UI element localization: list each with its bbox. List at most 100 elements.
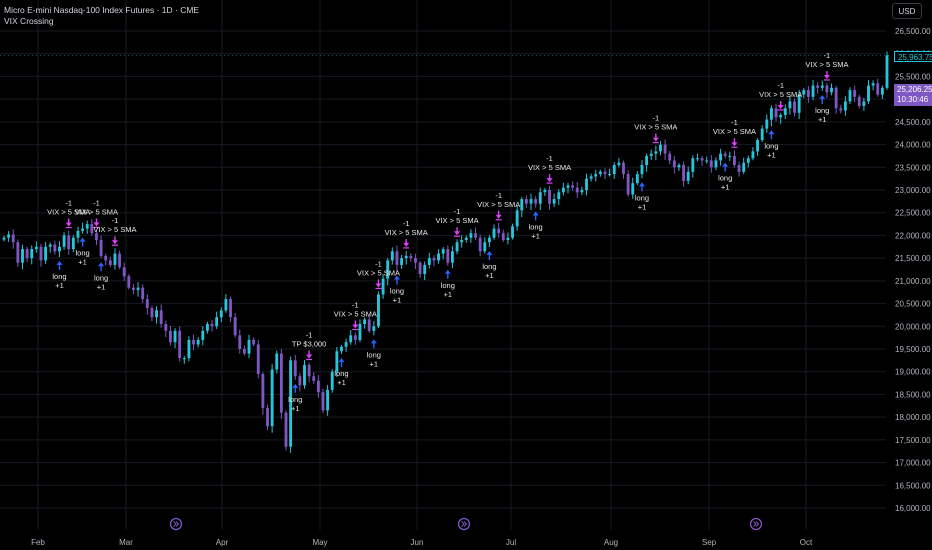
candle-body [691,158,695,172]
candle-body [548,190,551,204]
candle [608,168,612,177]
currency-button[interactable]: USD [892,3,922,19]
exit-label: VIX > 5 SMA [93,225,136,234]
candle-body [474,233,477,238]
exit-label: VIX > 5 SMA [357,268,400,277]
candle [843,96,847,116]
indicator-name[interactable]: VIX Crossing [4,16,54,26]
event-marker-icon[interactable] [457,517,471,531]
exit-signal: VIX > 5 SMA-1 [805,51,848,81]
candle [145,294,149,315]
candle-body [733,155,736,166]
candle [649,149,653,161]
candle-body [330,371,334,390]
candle [141,284,145,304]
entry-label: long [52,272,66,281]
candle [557,189,561,205]
candle [682,161,686,187]
price-tick-label: 21,500.00 [895,254,931,263]
candle [515,206,519,231]
price-tick-label: 16,000.00 [895,504,931,513]
candle-body [108,260,112,265]
candle-body [571,185,575,188]
exit-signal: VIX > 5 SMA-1 [713,118,756,148]
candle-body [751,151,755,159]
candle [719,148,723,166]
candle [34,241,38,253]
candle-body [769,108,773,120]
candle-body [617,162,621,166]
candle-body [566,185,570,188]
exit-signal: VIX > 5 SMA-1 [435,207,479,237]
entry-signal: long+1 [75,237,90,267]
event-marker-icon[interactable] [749,517,763,531]
candle [737,161,741,177]
exit-label: VIX > 5 SMA [435,216,478,225]
candle [769,105,773,127]
time-tick-label: Aug [604,538,618,547]
event-marker-icon[interactable] [169,517,183,531]
candle [659,141,662,156]
candle [284,410,288,451]
price-tick-label: 23,000.00 [895,186,931,195]
chart-title: Micro E-mini Nasdaq-100 Index Futures · … [4,5,200,15]
candle-body [862,101,866,106]
price-tick-label: 16,500.00 [895,481,931,490]
candle-body [469,233,473,238]
candle-body [53,244,57,252]
candle-body [409,255,413,259]
candle-body [298,376,302,386]
candle-body [788,101,792,109]
exit-arrow-icon [495,214,502,219]
candle-body [524,199,528,204]
price-tick-label: 18,000.00 [895,413,931,422]
candle [492,224,496,240]
candle [395,245,399,272]
candle [635,170,639,186]
candle-body [141,287,145,300]
candle [441,247,445,260]
candle-body [538,192,542,204]
candle [155,306,158,324]
candle-body [205,324,209,331]
event-marker-ring [169,517,183,531]
candle-body [876,83,880,95]
candle-body [196,339,200,345]
current-price-value: 25,206.25 [897,85,932,94]
candle-body [774,108,778,118]
candle [538,187,542,210]
candle [330,369,334,393]
candle [58,241,61,258]
exit-label: VIX > 5 SMA [75,207,118,216]
price-tick-label: 21,000.00 [895,277,931,286]
candle-body [446,249,450,263]
candle [534,196,538,208]
candles [2,51,889,453]
candle-body [340,346,343,352]
entry-arrow-icon [768,130,775,135]
candle [654,145,658,161]
candle [414,253,417,269]
candle-body [284,412,288,447]
candle [520,197,524,218]
candle-body [705,160,709,162]
candle-body [400,258,404,265]
exit-arrow-icon [111,240,118,245]
candle [44,242,48,264]
entry-arrow-icon [370,339,377,344]
candle-body [136,287,140,290]
candle [353,332,357,345]
candle-body [2,237,6,240]
candle [820,80,824,92]
candle-body [168,330,172,343]
candle-body [127,276,131,288]
entry-arrow-icon [79,237,86,242]
candle [233,313,237,338]
candle [187,336,191,362]
price-tick-label: 25,500.00 [895,72,931,81]
entry-signal: long+1 [334,357,349,387]
time-axis: Feb Mar Apr May Jun Jul Aug Sep Oct [31,538,813,547]
candle [783,104,787,119]
